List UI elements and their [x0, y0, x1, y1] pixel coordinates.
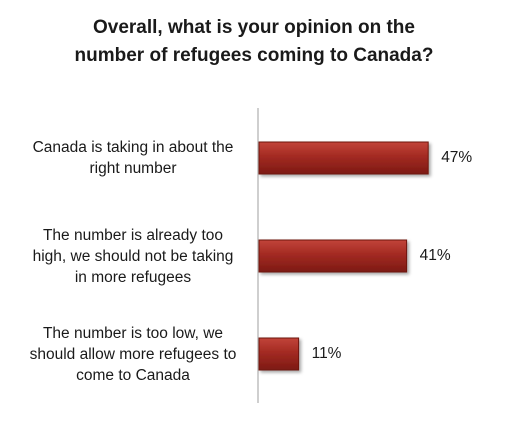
data-label-3: 11%: [311, 345, 342, 362]
category-label-2-line-3: in more refugees: [74, 268, 192, 286]
category-label-1-line-1: Canada is taking in about the: [32, 139, 234, 156]
category-label-3: The number is too low, we should allow mo…: [8, 323, 258, 386]
category-label-3-line-3: come to Canada: [76, 366, 190, 384]
category-label-3-line-2: should allow more refugees to: [29, 345, 237, 363]
category-label-3-line-1: The number is too low, we: [42, 324, 224, 342]
category-label-2-line-1: The number is already too: [42, 226, 224, 244]
chart-title-line-1: Overall, what is your opinion on the: [93, 17, 415, 38]
chart-title: Overall, what is your opinion on the num…: [0, 14, 508, 70]
category-label-2: The number is already too high, we should…: [8, 225, 258, 288]
bar-3: [258, 337, 300, 371]
category-label-1: Canada is taking in about the right numbe…: [8, 137, 258, 179]
category-label-2-line-2: high, we should not be taking: [32, 247, 234, 265]
data-label-1: 47%: [441, 149, 473, 166]
chart-title-line-2: number of refugees coming to Canada?: [74, 45, 434, 66]
bar-2: [258, 239, 408, 273]
category-label-1-line-2: right number: [89, 160, 177, 177]
bar-1: [258, 141, 429, 175]
data-label-2: 41%: [419, 247, 451, 264]
